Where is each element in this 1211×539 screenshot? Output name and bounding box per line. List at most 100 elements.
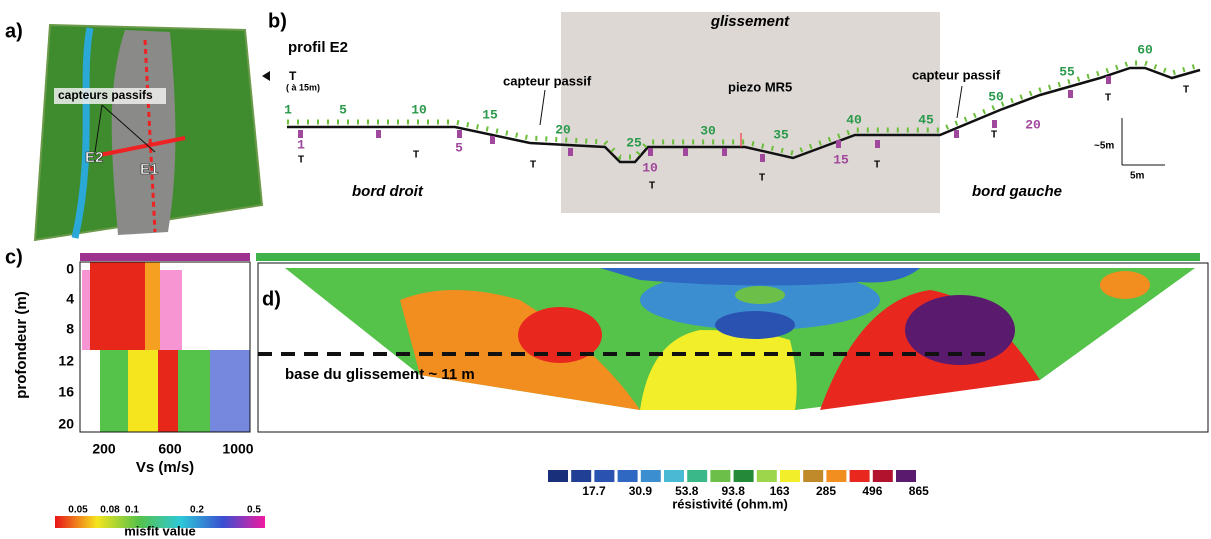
resistivity-colorbar (548, 470, 916, 482)
electrode-number: 30 (700, 123, 716, 138)
profile-label: E1 (140, 161, 158, 178)
electrode-number: 5 (339, 102, 347, 117)
sensor-marker (298, 130, 303, 138)
panel-c: c) profondeur (m) Vs (m/s) misfit value (5, 246, 265, 538)
vs-profiles (79, 261, 251, 433)
t-mark: T (991, 130, 997, 141)
section (1100, 271, 1150, 299)
sensor-marker (954, 130, 959, 138)
misfit-area (128, 350, 158, 432)
electrode-number: 50 (988, 89, 1004, 104)
scale-label: ~5m (1094, 141, 1114, 152)
frame (79, 261, 251, 433)
annotation: base du glissement ~ 11 m (285, 366, 475, 383)
annotation: piezo MR5 (728, 79, 792, 94)
profile (287, 66, 1201, 164)
electrode-number: 20 (555, 122, 571, 137)
y-label: profondeur (m) (13, 291, 30, 398)
x-tick-label: 200 (92, 441, 116, 457)
sensor-marker (722, 148, 727, 156)
annotation: capteur passif (503, 73, 592, 88)
colorbar-swatch (640, 470, 661, 482)
t-mark: T (649, 181, 655, 192)
direction-mark: T (289, 69, 297, 83)
panel-a: capteurs passifs E2 E1 a) (5, 20, 264, 242)
colorbar-tick: 0.08 (100, 505, 120, 516)
section (600, 268, 920, 286)
callout: capteurs passifs (58, 88, 153, 102)
frame (257, 262, 1209, 433)
electrode-number: 55 (1059, 64, 1075, 79)
section (715, 311, 795, 339)
arrow (262, 71, 270, 81)
profile-label: E2 (85, 149, 103, 166)
panel-d: base du glissement ~ 11 m d) résistivité… (256, 253, 1209, 511)
t-mark: T (874, 160, 880, 171)
electrode-number: 35 (773, 127, 789, 142)
colorbar-tick: 17.7 (582, 484, 606, 498)
colorbar-swatch (594, 470, 615, 482)
side-label: bord droit (352, 183, 424, 200)
scale-label: 5m (1130, 171, 1145, 182)
section (905, 295, 1015, 365)
leader (94, 104, 103, 153)
panel-label: a) (5, 20, 23, 42)
colorbar-swatch (548, 470, 568, 482)
y-tick-label: 20 (58, 416, 74, 432)
sensor-marker (457, 130, 462, 138)
bar (256, 253, 1200, 261)
colorbar-tick: 0.1 (125, 505, 139, 516)
panel-label: d) (262, 288, 281, 310)
electrode-number: 1 (284, 102, 292, 117)
electrode-number: 25 (626, 135, 642, 150)
section (400, 290, 640, 410)
misfit-area (145, 262, 160, 350)
colorbar-swatch (872, 470, 893, 482)
bar (80, 253, 250, 261)
colorbar-tick: 163 (770, 484, 790, 498)
river (71, 27, 94, 239)
sensor-number: 20 (1025, 117, 1041, 132)
colorbar-swatch (849, 470, 870, 482)
y-tick-label: 0 (66, 261, 74, 277)
landslide-zone (561, 12, 940, 213)
sensor-marker (1106, 76, 1111, 84)
colorbar-swatch (617, 470, 638, 482)
colorbar-tick: 30.9 (629, 484, 653, 498)
colorbar-tick: 865 (909, 484, 929, 498)
annotation: capteur passif (912, 67, 1001, 82)
leader (101, 104, 156, 153)
sensor-marker (490, 136, 495, 144)
colorbar-tick: 0.5 (247, 505, 261, 516)
sensor-marker (568, 148, 573, 156)
x-label: Vs (m/s) (136, 459, 194, 476)
profile-line (99, 136, 186, 157)
y-tick-label: 4 (66, 291, 74, 307)
colorbar-swatch (756, 470, 777, 482)
electrode-number: 10 (411, 102, 427, 117)
colorbar-swatch (733, 470, 754, 482)
misfit-area (90, 262, 145, 350)
colorbar-tick: 0.05 (68, 505, 88, 516)
y-tick-label: 16 (58, 384, 74, 400)
sensor-marker (683, 148, 688, 156)
colorbar-tick: 0.2 (190, 505, 204, 516)
panel-b: glissement b) profil E2 T ( à 15m) capte… (262, 10, 1201, 213)
colorbar-swatch (780, 470, 800, 482)
landslide (111, 30, 176, 235)
colorbar-tick: 93.8 (722, 484, 746, 498)
sensor-number: 1 (297, 137, 305, 152)
sensor-number: 5 (455, 140, 463, 155)
t-mark: T (759, 173, 765, 184)
electrode-number: 40 (846, 112, 862, 127)
colorbar-label: misfit value (124, 523, 196, 538)
colorbar-swatch (710, 470, 731, 482)
direction-note: ( à 15m) (286, 82, 320, 92)
electrode-number: 45 (918, 112, 934, 127)
sensor-marker (836, 140, 841, 148)
x-tick-label: 1000 (222, 441, 253, 457)
x-tick-label: 600 (158, 441, 182, 457)
sensor-marker (992, 120, 997, 128)
sensor-number: 10 (642, 160, 658, 175)
y-tick-label: 8 (66, 321, 74, 337)
